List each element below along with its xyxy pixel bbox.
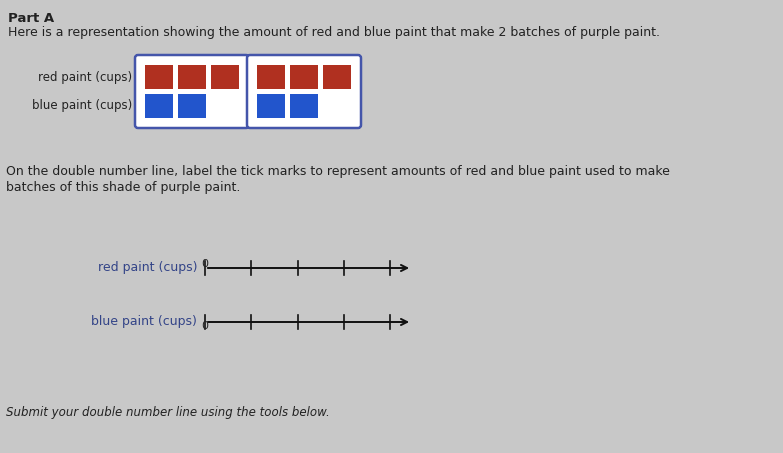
Bar: [257, 94, 285, 118]
Bar: [178, 65, 206, 89]
Bar: [178, 94, 206, 118]
Bar: [145, 65, 173, 89]
Bar: [145, 94, 173, 118]
FancyBboxPatch shape: [247, 55, 361, 128]
Text: red paint (cups): red paint (cups): [38, 71, 132, 83]
Text: batches of this shade of purple paint.: batches of this shade of purple paint.: [6, 181, 240, 194]
Text: 0: 0: [201, 321, 208, 331]
Text: blue paint (cups): blue paint (cups): [91, 315, 197, 328]
Text: On the double number line, label the tick marks to represent amounts of red and : On the double number line, label the tic…: [6, 165, 670, 178]
FancyBboxPatch shape: [135, 55, 249, 128]
Bar: [323, 65, 351, 89]
Bar: [257, 65, 285, 89]
Bar: [211, 65, 239, 89]
Text: red paint (cups): red paint (cups): [98, 261, 197, 275]
Text: Here is a representation showing the amount of red and blue paint that make 2 ba: Here is a representation showing the amo…: [8, 26, 660, 39]
Text: Part A: Part A: [8, 12, 54, 25]
Text: Submit your double number line using the tools below.: Submit your double number line using the…: [6, 406, 330, 419]
Text: 0: 0: [201, 259, 208, 269]
Text: blue paint (cups): blue paint (cups): [32, 100, 132, 112]
Bar: [290, 65, 318, 89]
Bar: [290, 94, 318, 118]
